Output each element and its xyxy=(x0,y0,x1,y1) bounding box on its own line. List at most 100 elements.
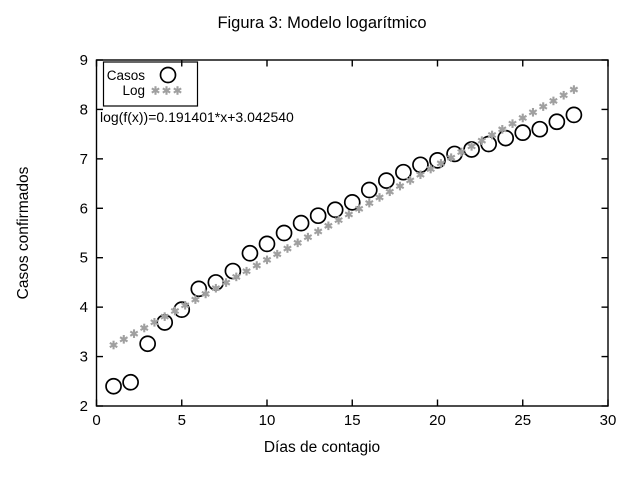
y-tick-label: 7 xyxy=(80,151,88,168)
log-point xyxy=(334,215,343,225)
legend-marker-log xyxy=(151,86,160,95)
x-tick-label: 15 xyxy=(344,412,361,429)
log-point xyxy=(221,278,231,287)
x-tick-label: 0 xyxy=(92,412,100,429)
log-point xyxy=(283,244,292,253)
log-point xyxy=(375,193,384,202)
casos-point xyxy=(292,214,310,232)
x-tick-label: 30 xyxy=(600,412,617,429)
log-point xyxy=(426,164,435,174)
log-point xyxy=(252,261,262,270)
log-point xyxy=(518,113,527,123)
log-point xyxy=(313,227,323,236)
series-casos xyxy=(105,106,583,395)
y-tick-label: 9 xyxy=(80,52,88,69)
y-tick-label: 2 xyxy=(80,398,88,415)
log-point xyxy=(293,238,302,248)
log-point xyxy=(395,181,405,191)
log-point xyxy=(549,96,558,106)
x-tick-label: 5 xyxy=(178,412,186,429)
series-log xyxy=(109,85,579,350)
casos-point xyxy=(412,156,429,174)
casos-point xyxy=(531,120,549,138)
log-point xyxy=(365,198,374,208)
log-point xyxy=(180,300,190,310)
x-axis-label: Días de contagio xyxy=(264,439,380,456)
log-point xyxy=(211,283,221,293)
casos-point xyxy=(565,106,583,124)
casos-point xyxy=(395,163,412,181)
log-point xyxy=(324,221,333,231)
fit-equation-label: log(f(x))=0.191401*x+3.042540 xyxy=(100,109,294,125)
log-point xyxy=(344,210,354,219)
casos-point xyxy=(429,151,446,169)
log-point xyxy=(232,272,241,282)
log-point xyxy=(416,170,425,180)
legend-marker-casos xyxy=(159,66,177,84)
plot-data-layer xyxy=(105,85,583,395)
casos-point xyxy=(275,224,293,242)
log-point xyxy=(498,125,507,134)
log-point xyxy=(119,335,129,344)
log-point xyxy=(405,176,415,185)
log-point xyxy=(559,90,568,100)
x-tick-label: 25 xyxy=(514,412,531,429)
x-tick-label: 20 xyxy=(429,412,446,429)
casos-point xyxy=(122,373,139,391)
casos-point xyxy=(326,201,344,219)
log-point xyxy=(109,340,118,350)
casos-point xyxy=(139,335,156,353)
log-point xyxy=(467,142,476,151)
log-point xyxy=(477,136,487,145)
log-point xyxy=(139,323,149,333)
log-point xyxy=(272,249,282,259)
casos-point xyxy=(258,235,276,253)
log-point xyxy=(160,312,169,321)
casos-point xyxy=(105,377,122,395)
casos-point xyxy=(309,207,327,225)
log-point xyxy=(569,85,579,94)
casos-point xyxy=(514,124,532,142)
y-tick-label: 3 xyxy=(80,349,88,366)
casos-point xyxy=(378,172,395,189)
y-tick-label: 8 xyxy=(80,101,88,118)
log-point xyxy=(201,289,210,299)
log-point xyxy=(436,159,446,168)
legend-marker-log xyxy=(173,86,182,95)
log-point xyxy=(303,232,313,242)
legend-marker-log xyxy=(162,86,171,95)
log-point xyxy=(457,147,466,157)
log-point xyxy=(262,255,272,265)
legend-marker-layer xyxy=(102,61,199,107)
log-point xyxy=(487,130,497,140)
legend-box xyxy=(102,61,199,107)
log-point xyxy=(528,107,538,117)
log-point xyxy=(150,318,159,327)
legend-label-casos: Casos xyxy=(107,68,146,83)
casos-point xyxy=(190,280,208,298)
y-tick-label: 6 xyxy=(80,200,88,217)
log-point xyxy=(191,295,200,304)
casos-point xyxy=(548,113,566,131)
log-point xyxy=(446,153,456,162)
casos-point xyxy=(343,194,361,211)
x-tick-label: 10 xyxy=(259,412,276,429)
y-axis-label: Casos confirmados xyxy=(15,166,32,299)
y-tick-label: 4 xyxy=(80,299,88,316)
chart-title: Figura 3: Modelo logarítmico xyxy=(217,14,426,32)
log-point xyxy=(354,204,364,214)
log-point xyxy=(170,306,180,316)
legend-label-log: Log xyxy=(122,83,145,98)
log-point xyxy=(385,187,395,197)
log-point xyxy=(508,119,517,128)
log-point xyxy=(129,329,139,338)
casos-point xyxy=(360,181,378,199)
plot-frame-layer: 0 5 10 15 20 25 30 2 3 4 5 6 7 8 9 xyxy=(80,52,617,429)
log-point xyxy=(242,266,251,276)
y-tick-label: 5 xyxy=(80,250,88,267)
casos-point xyxy=(497,129,515,147)
casos-point xyxy=(241,244,259,262)
log-point xyxy=(538,102,548,111)
